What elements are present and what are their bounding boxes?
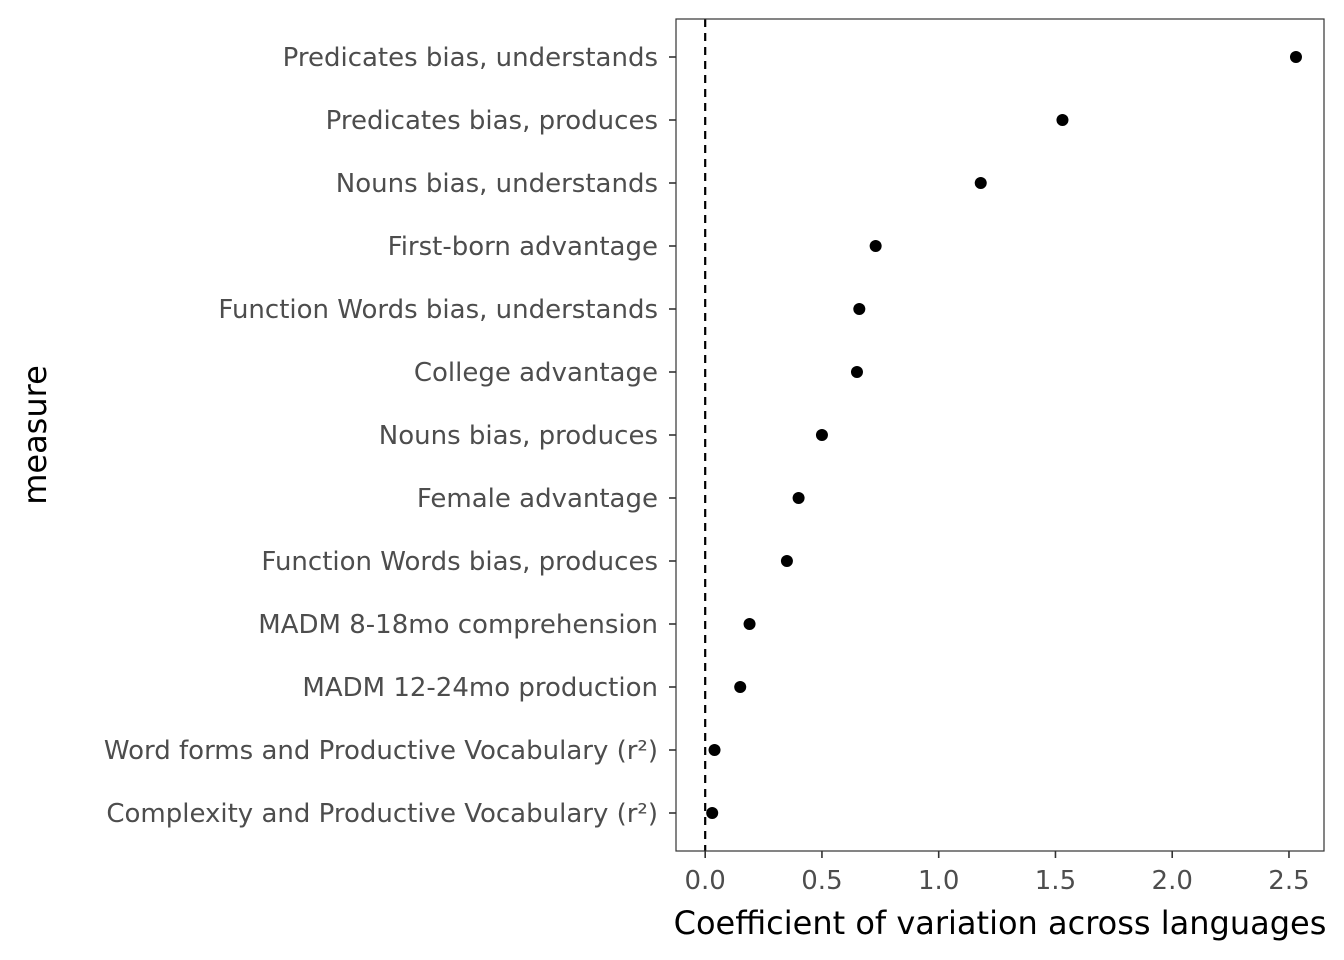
data-point xyxy=(853,303,866,315)
y-tick-label: Function Words bias, produces xyxy=(261,547,658,577)
data-point xyxy=(1289,51,1302,63)
y-tick-label: MADM 8-18mo comprehension xyxy=(258,610,658,640)
data-point xyxy=(974,177,987,189)
data-point xyxy=(815,429,828,441)
y-tick-label: Function Words bias, understands xyxy=(218,295,658,325)
data-point xyxy=(743,618,756,630)
x-tick-label: 1.0 xyxy=(918,866,959,896)
data-point xyxy=(1056,114,1069,126)
y-tick-label: Predicates bias, produces xyxy=(326,106,658,136)
x-tick-label: 2.5 xyxy=(1268,866,1309,896)
data-point xyxy=(850,366,863,378)
chart-marks: Predicates bias, understands Predicates b… xyxy=(104,19,1310,896)
x-axis-title: Coefficient of variation across language… xyxy=(674,904,1327,942)
data-point xyxy=(780,555,793,567)
data-point xyxy=(869,240,882,252)
data-point xyxy=(792,492,805,504)
x-tick-label: 0.0 xyxy=(685,866,726,896)
y-tick-label: MADM 12-24mo production xyxy=(302,673,658,703)
x-tick-label: 2.0 xyxy=(1152,866,1193,896)
y-tick-label: Predicates bias, understands xyxy=(283,43,658,73)
x-tick-label: 0.5 xyxy=(801,866,842,896)
y-tick-label: Nouns bias, understands xyxy=(336,169,658,199)
y-tick-label: Nouns bias, produces xyxy=(379,421,658,451)
y-tick-label: Word forms and Productive Vocabulary (r²… xyxy=(104,736,658,766)
plot-panel xyxy=(675,18,1325,852)
x-tick-label: 1.5 xyxy=(1035,866,1076,896)
data-point xyxy=(706,807,719,819)
data-point xyxy=(708,744,721,756)
y-axis-title: measure xyxy=(16,365,54,505)
y-tick-label: Female advantage xyxy=(417,484,658,514)
data-point xyxy=(734,681,747,693)
y-tick-label: College advantage xyxy=(414,358,658,388)
y-tick-label: First-born advantage xyxy=(388,232,658,262)
y-tick-label: Complexity and Productive Vocabulary (r²… xyxy=(106,799,658,829)
